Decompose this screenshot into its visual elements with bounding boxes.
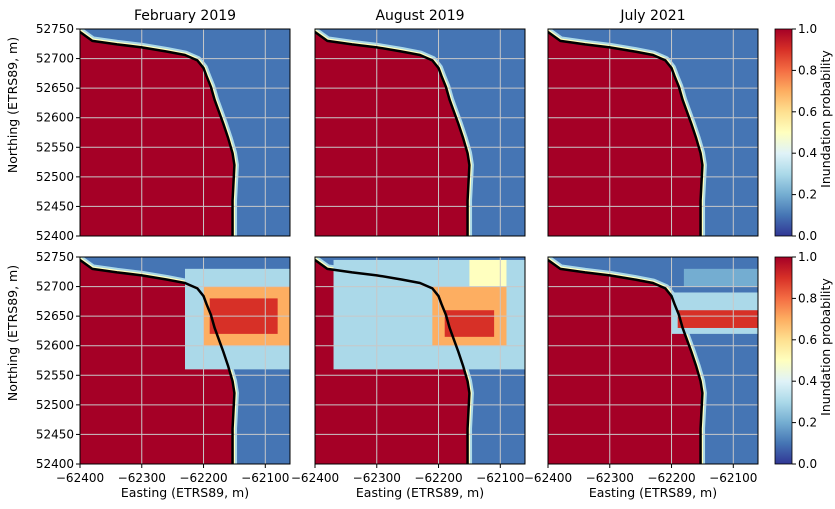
y-tick-label: 52400 — [36, 457, 74, 471]
x-tick-label: −62300 — [353, 471, 401, 485]
colorbar-bottom — [774, 256, 793, 465]
land-area — [548, 31, 703, 236]
x-axis-label-col-2: Easting (ETRS89, m) — [356, 485, 484, 500]
x-tick-label: −62300 — [586, 471, 634, 485]
y-tick-label: 52500 — [36, 170, 74, 184]
x-tick-label: −62100 — [709, 471, 757, 485]
colorbar-tick-label: 1.0 — [798, 250, 817, 264]
colorbar-tick-label: 0.0 — [798, 457, 817, 471]
panel-2-3: −62400 −62300 −62200 −62100 — [524, 256, 759, 485]
x-axis-label-col-1: Easting (ETRS89, m) — [121, 485, 249, 500]
y-tick-label: 52650 — [36, 309, 74, 323]
colorbar-top — [774, 28, 793, 237]
panel-1-2 — [314, 28, 526, 237]
shoreline-line — [80, 30, 236, 236]
land-area — [548, 259, 703, 464]
panel-title-aug-2019: August 2019 — [375, 8, 464, 24]
y-tick-label: 52500 — [36, 398, 74, 412]
y-tick-label: 52450 — [36, 427, 74, 441]
y-tick-label: 52750 — [36, 22, 74, 36]
panel-2-2: −62400 −62300 −62200 −62100 — [291, 256, 526, 485]
y-tick-label: 52700 — [36, 52, 74, 66]
panel-title-feb-2019: February 2019 — [134, 8, 236, 24]
y-tick-label: 52750 — [36, 250, 74, 264]
land-area — [80, 31, 235, 236]
panel-title-jul-2021: July 2021 — [619, 8, 685, 24]
y-tick-label: 52550 — [36, 140, 74, 154]
panel-frame — [79, 256, 291, 465]
shoreline-line — [315, 258, 471, 464]
y-tick-label: 52400 — [36, 229, 74, 243]
panel-frame — [79, 28, 291, 237]
y-tick-label: 52550 — [36, 368, 74, 382]
x-tick-label: −62400 — [524, 471, 572, 485]
panel-frame — [314, 28, 526, 237]
panel-1-1: 52400 52450 52500 52550 52600 52650 52700 52750 — [36, 22, 291, 243]
shoreline-line — [548, 258, 704, 464]
y-tick-label: 52700 — [36, 280, 74, 294]
panel-frame — [547, 28, 759, 237]
colorbar-tick-label: 0.2 — [798, 416, 817, 430]
colorbar-label-top: Inundation probability — [818, 50, 833, 188]
panel-1-3 — [547, 28, 759, 237]
y-tick-label: 52600 — [36, 111, 74, 125]
colorbar-tick-label: 0.2 — [798, 188, 817, 202]
colorbar-label-bottom: Inundation probability — [818, 278, 833, 416]
colorbar-tick-label: 0.4 — [798, 374, 817, 388]
land-area — [315, 31, 470, 236]
y-tick-label: 52450 — [36, 199, 74, 213]
colorbar-tick-label: 0.8 — [798, 63, 817, 77]
x-tick-label: −62200 — [647, 471, 695, 485]
panel-2-1: 52400 52450 52500 52550 52600 52650 52700 52750… — [36, 250, 291, 485]
shoreline-line — [80, 258, 236, 464]
y-tick-label: 52650 — [36, 81, 74, 95]
colorbar-tick-label: 0.4 — [798, 146, 817, 160]
y-tick-label: 52600 — [36, 339, 74, 353]
y-axis-label-row-2: Northing (ETRS89, m) — [5, 265, 20, 401]
x-tick-label: −62400 — [291, 471, 339, 485]
shoreline-line — [548, 30, 704, 236]
shoreline-line — [315, 30, 471, 236]
colorbar-tick-label: 0.6 — [798, 105, 817, 119]
colorbar-tick-label: 0.0 — [798, 229, 817, 243]
x-tick-label: −62300 — [118, 471, 166, 485]
colorbar-tick-label: 0.8 — [798, 291, 817, 305]
y-axis-label-row-1: Northing (ETRS89, m) — [5, 37, 20, 173]
x-tick-label: −62100 — [241, 471, 289, 485]
x-tick-label: −62400 — [56, 471, 104, 485]
panel-frame — [547, 256, 759, 465]
panel-frame — [314, 256, 526, 465]
x-tick-label: −62100 — [476, 471, 524, 485]
x-tick-label: −62200 — [414, 471, 462, 485]
colorbar-tick-label: 0.6 — [798, 333, 817, 347]
x-axis-label-col-3: Easting (ETRS89, m) — [589, 485, 717, 500]
x-tick-label: −62200 — [179, 471, 227, 485]
colorbar-tick-label: 1.0 — [798, 22, 817, 36]
